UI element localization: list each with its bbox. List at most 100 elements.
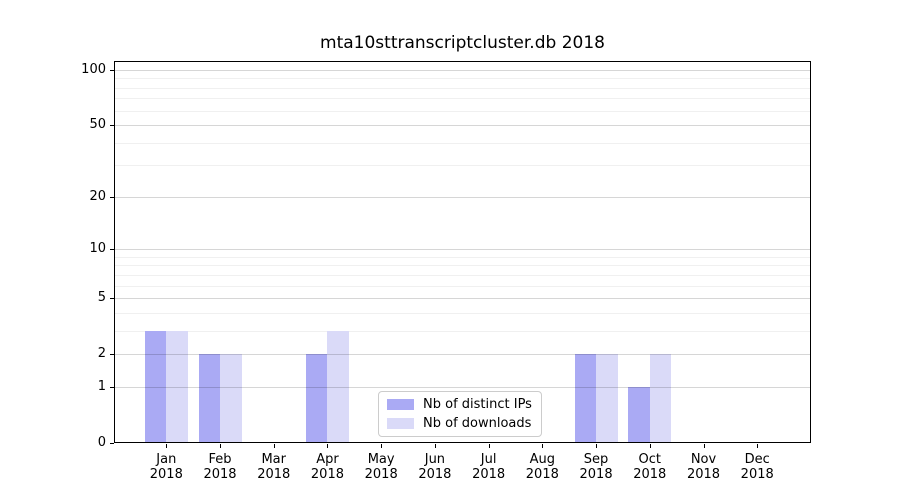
x-tick-year-jan: 2018: [149, 467, 183, 482]
x-tick-month-sep: Sep: [583, 452, 609, 467]
legend: Nb of distinct IPs Nb of downloads: [378, 391, 542, 437]
gridline-y-100: [115, 70, 810, 71]
x-tick-mar: [273, 444, 275, 448]
x-tick-year-nov: 2018: [686, 467, 721, 482]
x-tick-year-mar: 2018: [257, 467, 291, 482]
x-tick-month-oct: Oct: [638, 452, 661, 467]
legend-swatch-distinct-ips: [387, 399, 414, 410]
gridline-y-1: [115, 387, 810, 388]
x-tick-year-apr: 2018: [310, 467, 344, 482]
x-tick-month-may: May: [367, 452, 395, 467]
gridline-y-30: [115, 165, 810, 166]
x-tick-label-jul: Jul 2018: [461, 452, 517, 482]
x-tick-jul: [488, 444, 490, 448]
x-tick-jan: [166, 444, 168, 448]
x-tick-label-sep: Sep 2018: [568, 452, 624, 482]
x-tick-label-jun: Jun 2018: [407, 452, 463, 482]
gridline-y-5: [115, 298, 810, 299]
x-tick-aug: [542, 444, 544, 448]
legend-label-downloads: Nb of downloads: [423, 416, 532, 431]
x-tick-sep: [596, 444, 598, 448]
x-tick-label-feb: Feb 2018: [192, 452, 248, 482]
x-tick-year-jul: 2018: [472, 467, 506, 482]
y-tick-label-20: 20: [89, 188, 106, 204]
x-tick-year-dec: 2018: [740, 467, 774, 482]
chart-title: mta10sttranscriptcluster.db 2018: [320, 33, 605, 53]
x-tick-month-mar: Mar: [261, 452, 286, 467]
y-tick-label-10: 10: [89, 241, 106, 257]
x-tick-month-feb: Feb: [208, 452, 232, 467]
gridline-y-40: [115, 143, 810, 144]
y-tick-label-5: 5: [97, 290, 106, 306]
y-tick-5: [110, 298, 114, 300]
x-tick-label-jan: Jan 2018: [138, 452, 194, 482]
gridline-y-10: [115, 249, 810, 250]
x-tick-month-nov: Nov: [690, 452, 717, 467]
bar-nb-of-downloads-feb: [220, 354, 242, 443]
bar-nb-of-distinct-ips-oct: [628, 386, 650, 443]
gridline-y-90: [115, 78, 810, 79]
y-tick-50: [110, 125, 114, 127]
legend-label-distinct-ips: Nb of distinct IPs: [423, 397, 532, 412]
bar-nb-of-downloads-jan: [166, 330, 188, 443]
bar-nb-of-distinct-ips-sep: [574, 354, 597, 443]
gridline-y-6: [115, 286, 810, 287]
gridline-y-20: [115, 197, 810, 198]
x-tick-dec: [757, 444, 759, 448]
x-tick-year-may: 2018: [364, 467, 398, 482]
bar-nb-of-downloads-oct: [649, 354, 672, 443]
bar-nb-of-distinct-ips-jan: [144, 330, 167, 443]
y-tick-20: [110, 196, 114, 198]
x-tick-month-dec: Dec: [744, 452, 770, 467]
legend-swatch-downloads: [387, 418, 414, 429]
y-tick-10: [110, 249, 114, 251]
gridline-y-50: [115, 125, 810, 126]
y-tick-label-1: 1: [97, 378, 106, 394]
bar-nb-of-distinct-ips-apr: [305, 354, 328, 443]
x-tick-jun: [434, 444, 436, 448]
y-tick-label-0: 0: [97, 435, 106, 450]
x-tick-label-mar: Mar 2018: [246, 452, 302, 482]
y-tick-label-2: 2: [97, 346, 106, 362]
x-tick-month-jul: Jul: [480, 452, 497, 467]
gridline-y-70: [115, 98, 810, 99]
gridline-y-8: [115, 265, 810, 266]
legend-item-downloads: Nb of downloads: [387, 416, 532, 431]
x-tick-oct: [649, 444, 651, 448]
x-tick-year-feb: 2018: [203, 467, 237, 482]
x-tick-feb: [220, 444, 222, 448]
x-tick-month-aug: Aug: [529, 452, 556, 467]
x-tick-month-jun: Jun: [424, 452, 446, 467]
x-tick-year-jun: 2018: [418, 467, 452, 482]
y-tick-label-100: 100: [81, 62, 106, 77]
y-tick-1: [110, 386, 114, 388]
x-tick-month-jan: Jan: [156, 452, 177, 467]
x-tick-label-dec: Dec 2018: [729, 452, 785, 482]
gridline-y-7: [115, 275, 810, 276]
y-tick-100: [110, 70, 114, 71]
x-tick-month-apr: Apr: [316, 452, 339, 467]
y-tick-0: [110, 443, 114, 444]
x-tick-may: [381, 444, 383, 448]
gridline-y-2: [115, 354, 810, 355]
x-tick-label-aug: Aug 2018: [514, 452, 570, 482]
bar-nb-of-downloads-sep: [596, 354, 618, 443]
x-tick-year-sep: 2018: [579, 467, 613, 482]
x-tick-year-oct: 2018: [633, 467, 667, 482]
x-tick-label-oct: Oct 2018: [622, 452, 678, 482]
x-tick-label-apr: Apr 2018: [299, 452, 355, 482]
legend-item-distinct-ips: Nb of distinct IPs: [387, 397, 532, 412]
x-tick-apr: [327, 444, 329, 448]
gridline-y-9: [115, 257, 810, 258]
y-tick-label-50: 50: [89, 117, 106, 133]
gridline-y-60: [115, 111, 810, 112]
bar-nb-of-downloads-apr: [327, 330, 349, 443]
bar-nb-of-distinct-ips-feb: [198, 354, 221, 443]
x-tick-label-may: May 2018: [353, 452, 409, 482]
x-tick-year-aug: 2018: [525, 467, 559, 482]
x-tick-nov: [703, 444, 705, 448]
gridline-y-80: [115, 88, 810, 89]
x-tick-label-nov: Nov 2018: [676, 452, 732, 482]
y-tick-2: [110, 354, 114, 356]
